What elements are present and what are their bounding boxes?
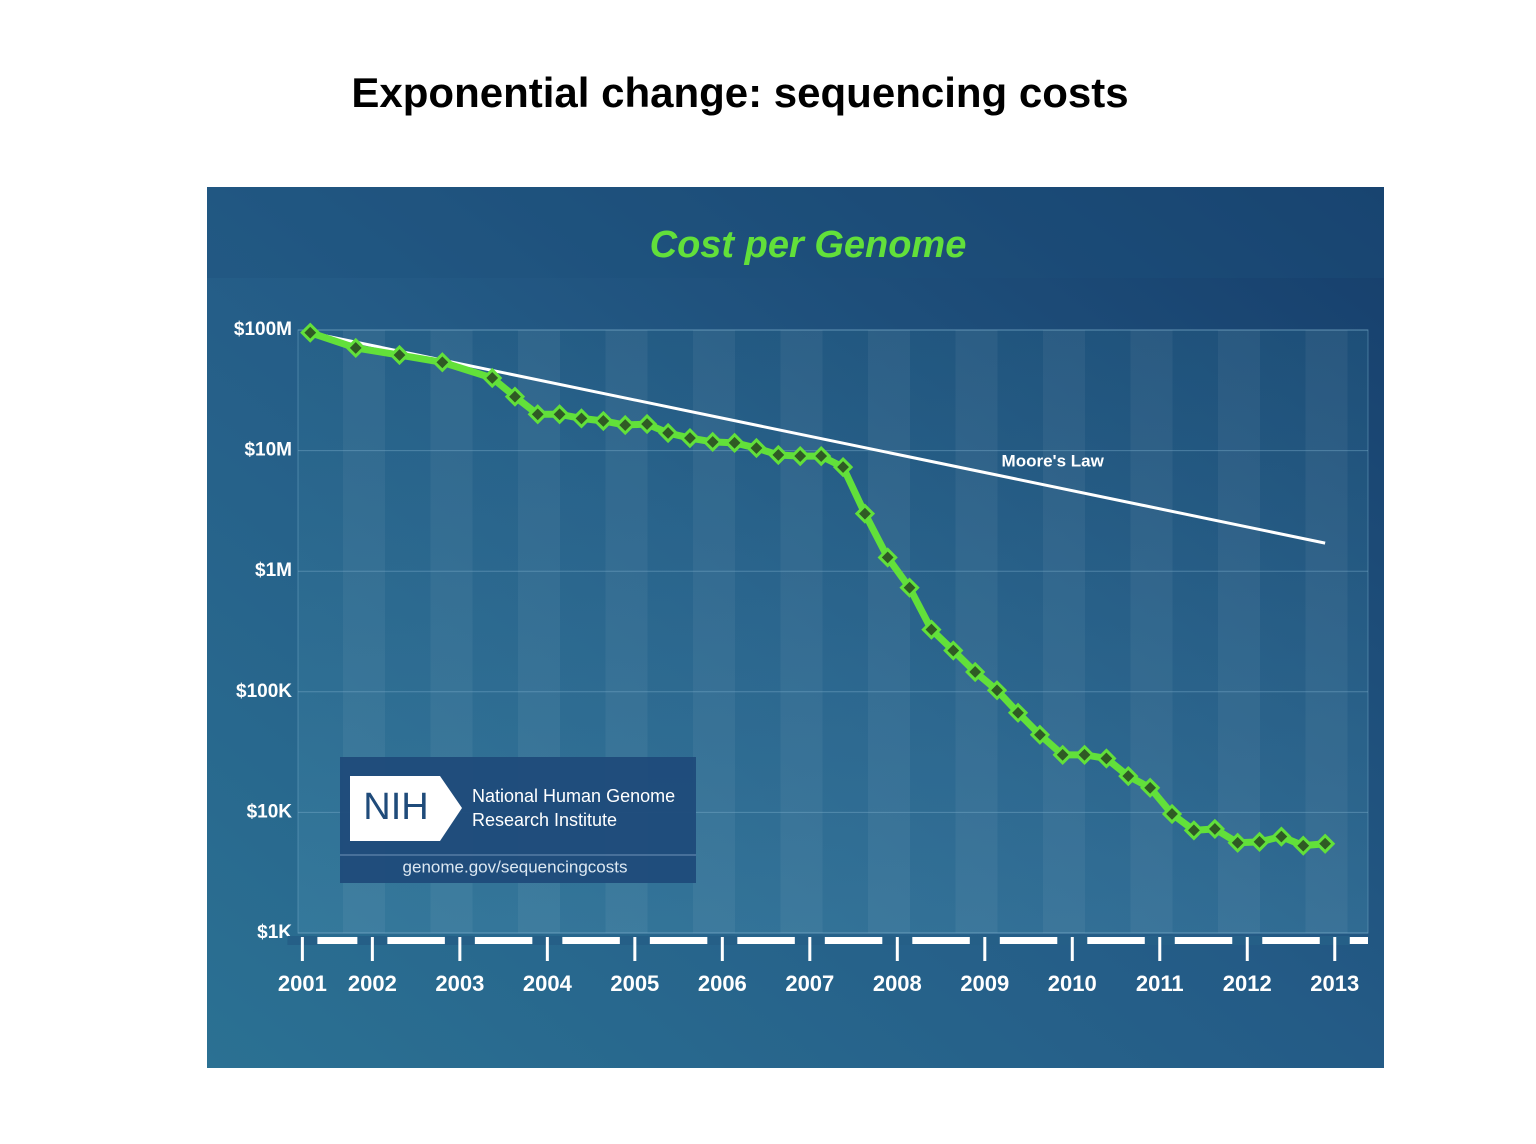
marker [482,367,503,389]
marker [986,680,1008,701]
stripe [1130,330,1173,933]
marker [811,445,832,467]
marker [943,640,964,661]
x-tick-label: 2001 [278,971,327,996]
marker [1293,835,1314,856]
marker [300,322,321,343]
x-tick-label: 2003 [435,971,484,996]
marker [1315,833,1336,854]
logo-mark: NIH [363,786,428,828]
marker [768,444,789,466]
x-tick-label: 2005 [610,971,659,996]
marker [1096,748,1117,769]
x-tick-label: 2007 [785,971,834,996]
marker [877,547,898,568]
marker [389,344,410,366]
marker [1074,744,1095,765]
marker [899,577,920,598]
stripe [955,330,998,933]
marker [345,337,366,359]
marker [657,422,679,444]
marker [1118,765,1139,787]
marker [549,404,570,425]
x-tick-label: 2002 [348,971,397,996]
x-tick-label: 2004 [523,971,573,996]
x-tick-label: 2013 [1310,971,1359,996]
y-tick-label: $10M [244,440,292,461]
stripe [868,330,910,933]
marker [965,661,986,683]
series-label: Moore's Law [1002,451,1105,470]
marker [504,386,526,407]
logo-badge [350,776,462,841]
x-tick-label: 2006 [698,971,747,996]
y-tick-label: $1M [255,560,292,581]
x-axis [298,937,1368,944]
stripe [1043,330,1085,933]
marker [1204,818,1226,840]
marker [679,427,701,449]
marker [1249,831,1270,852]
marker [1183,820,1205,841]
chart-title: Cost per Genome [650,224,967,266]
logo-url: genome.gov/sequencingcosts [403,857,628,876]
marker [1271,826,1292,847]
y-tick-label: $1K [257,922,292,943]
x-tick-label: 2012 [1223,971,1272,996]
y-tick-label: $10K [247,801,293,822]
moore-line [309,331,1326,545]
marker [1140,777,1161,798]
marker [832,456,854,478]
y-tick-label: $100K [236,681,292,702]
marker [593,410,614,432]
marker [615,414,636,436]
plot: $1K $10K $100K $1M $10M $100M 2001 2002 2003 2004… [234,319,1368,996]
page-title: Exponential change: sequencing costs [351,69,1128,116]
logo: NIH National Human Genome Research Insti… [340,757,696,883]
marker [746,437,767,459]
marker [702,431,723,453]
marker [854,503,876,524]
marker [724,432,745,453]
marker [790,445,811,467]
marker [921,619,942,640]
title-band [207,187,1384,278]
y-tick-label: $100M [234,319,292,340]
marker [1161,803,1183,825]
marker [1227,832,1248,853]
marker [1029,724,1051,745]
stripe [1305,330,1348,933]
logo-line: Research Institute [472,810,617,830]
stripe [780,330,823,933]
x-tick-label: 2011 [1136,971,1184,996]
logo-line: National Human Genome [472,786,675,806]
marker [432,352,453,373]
marker [636,413,658,435]
marker [1052,744,1073,765]
marker [571,408,592,429]
x-tick-label: 2008 [873,971,922,996]
marker [527,404,548,425]
x-tick-label: 2010 [1048,971,1097,996]
x-tick-label: 2009 [960,971,1009,996]
marker [1007,702,1029,723]
stripe [693,330,735,933]
